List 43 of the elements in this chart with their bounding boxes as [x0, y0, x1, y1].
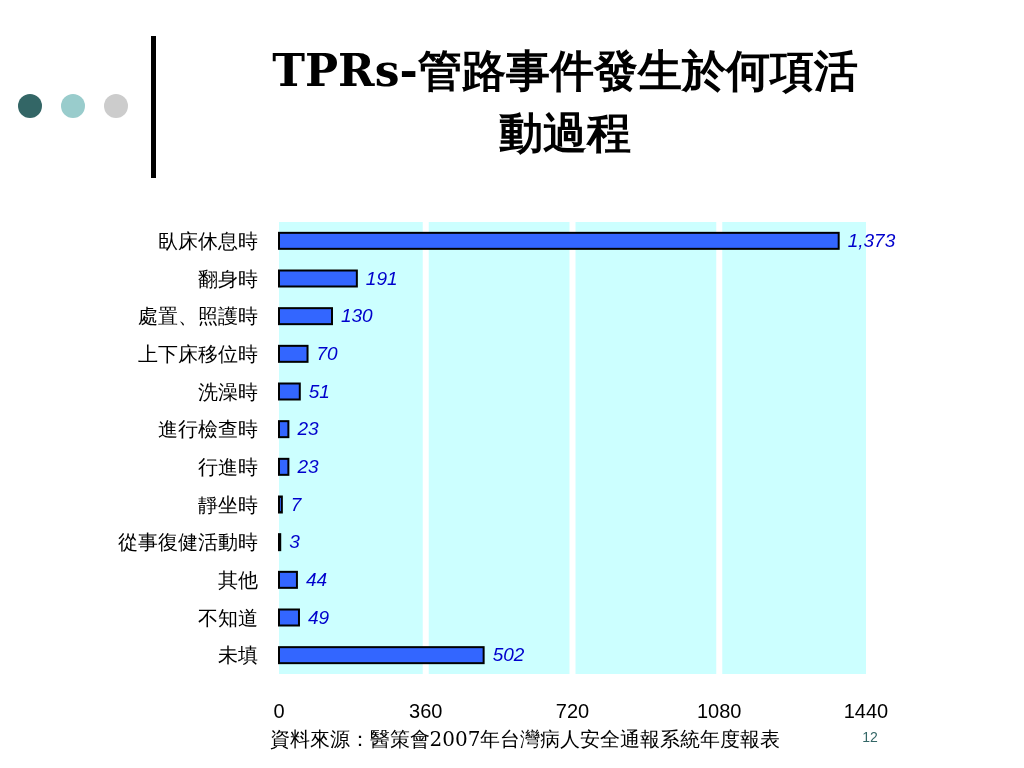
x-tick-label: 360: [409, 700, 443, 722]
bar: [278, 231, 840, 250]
y-tick-label: 從事復健活動時: [118, 530, 258, 555]
y-tick-label: 洗澡時: [198, 379, 258, 404]
data-label: 70: [316, 342, 339, 364]
text: 12: [862, 729, 878, 745]
data-label: 191: [365, 267, 398, 289]
y-tick-label: 靜坐時: [198, 492, 258, 517]
data-label: 23: [296, 418, 319, 440]
data-label: 44: [305, 568, 328, 590]
bar: [278, 269, 358, 288]
source-note: 資料來源：醫策會2007年台灣病人安全通報系統年度報表: [269, 727, 781, 751]
y-tick-label: 翻身時: [198, 266, 258, 291]
data-label: 130: [340, 305, 374, 327]
data-label: 502: [492, 644, 525, 666]
y-tick-label: 行進時: [198, 454, 258, 479]
x-tick-label: 1080: [697, 700, 742, 722]
data-label: 23: [296, 455, 319, 477]
bar: [278, 495, 283, 514]
bar: [278, 382, 301, 401]
bar: [278, 646, 485, 665]
bar: [278, 457, 290, 476]
x-tick-label: 720: [555, 700, 590, 722]
chart-title: TPRs-管路事件發生於何項活動過程: [271, 44, 859, 160]
data-label: 49: [307, 606, 330, 628]
data-label: 7: [290, 493, 303, 515]
data-label: 1,373: [847, 229, 896, 251]
y-tick-label: 處置、照護時: [138, 304, 258, 329]
x-tick-label: 0: [273, 700, 285, 722]
bar: [278, 420, 290, 439]
bar: [278, 344, 309, 363]
bar: [278, 608, 300, 627]
y-tick-label: 臥床休息時: [158, 228, 258, 253]
bar: [278, 570, 298, 589]
bar: [278, 307, 333, 326]
y-tick-label: 不知道: [198, 605, 258, 630]
y-tick-label: 未填: [218, 643, 258, 668]
y-tick-label: 上下床移位時: [138, 341, 258, 366]
x-tick-label: 1440: [843, 700, 889, 722]
y-tick-label: 其他: [218, 567, 258, 592]
data-label: 3: [289, 531, 301, 553]
y-tick-label: 進行檢查時: [158, 417, 258, 442]
data-label: 51: [308, 380, 330, 402]
